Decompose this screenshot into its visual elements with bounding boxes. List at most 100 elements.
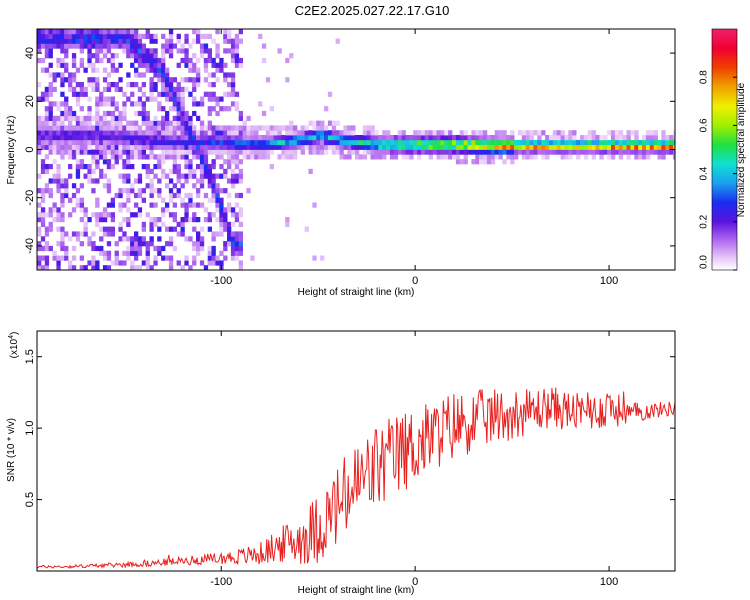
heatmap-cell [114, 255, 119, 261]
heatmap-cell [56, 62, 61, 68]
heatmap-cell [510, 154, 515, 160]
heatmap-cell [219, 250, 224, 256]
heatmap-cell [102, 217, 108, 223]
heatmap-cell [137, 33, 143, 39]
heatmap-cell [56, 106, 61, 112]
heatmap-cell [172, 183, 177, 189]
heatmap-cell [223, 212, 228, 218]
heatmap-cell [157, 125, 162, 131]
heatmap-cell [552, 144, 558, 150]
heatmap-cell [176, 125, 181, 131]
heatmap-cell [149, 154, 154, 160]
heatmap-cell [192, 29, 197, 35]
heatmap-cell [122, 110, 127, 117]
heatmap-cell [161, 33, 166, 39]
heatmap-cell [184, 260, 189, 266]
heatmap-cell [137, 188, 143, 194]
heatmap-cell [285, 77, 290, 83]
heatmap-cell [75, 188, 81, 194]
heatmap-cell [145, 96, 150, 102]
heatmap-cell [122, 159, 127, 165]
heatmap-cell [71, 43, 77, 49]
heatmap-cell [219, 144, 224, 150]
heatmap-cell [126, 207, 131, 213]
heatmap-cell [389, 149, 395, 155]
heatmap-cell [114, 53, 119, 59]
heatmap-cell [234, 38, 240, 44]
heatmap-cell [246, 188, 251, 194]
heatmap-cell [215, 43, 220, 49]
heatmap-cell [79, 115, 84, 121]
heatmap-cell [141, 139, 146, 146]
heatmap-cell [95, 144, 100, 150]
heatmap-cell [184, 212, 189, 218]
heatmap-cell [455, 135, 461, 141]
heatmap-cell [168, 260, 174, 266]
heatmap-cell [293, 149, 298, 155]
heatmap-cell [510, 135, 515, 141]
heatmap-cell [153, 260, 158, 266]
heatmap-cell [273, 135, 278, 141]
heatmap-cell [141, 43, 146, 49]
heatmap-cell [137, 130, 143, 136]
heatmap-cell [234, 173, 240, 179]
heatmap-cell [44, 245, 50, 252]
heatmap-cell [351, 149, 356, 155]
heatmap-cell [48, 120, 53, 126]
heatmap-cell [48, 33, 53, 39]
heatmap-cell [176, 173, 181, 179]
heatmap-cell [44, 91, 50, 97]
heatmap-cell [44, 43, 50, 49]
heatmap-cell [192, 183, 197, 189]
heatmap-cell [366, 144, 371, 150]
heatmap-cell [227, 125, 232, 131]
heatmap-cell [157, 67, 162, 73]
heatmap-cell [506, 139, 511, 146]
heatmap-cell [203, 159, 209, 165]
heatmap-cell [91, 62, 96, 68]
heatmap-cell [261, 154, 267, 160]
heatmap-cell [95, 212, 100, 218]
heatmap-cell [230, 53, 236, 59]
heatmap-cell [134, 265, 139, 270]
heatmap-cell [421, 144, 426, 150]
heatmap-cell [145, 212, 150, 218]
heatmap-cell [180, 115, 185, 121]
heatmap-cell [440, 135, 445, 141]
heatmap-cell [110, 110, 115, 117]
heatmap-cell [114, 159, 119, 165]
heatmap-cell [60, 135, 65, 141]
heatmap-cell [48, 130, 53, 136]
heatmap-cell [389, 135, 395, 141]
heatmap-cell [165, 110, 170, 117]
heatmap-cell [56, 139, 61, 146]
heatmap-cell [99, 236, 104, 242]
heatmap-cell [95, 202, 100, 208]
heatmap-cell [153, 255, 158, 261]
heatmap-cell [149, 57, 154, 64]
heatmap-cell [168, 178, 174, 184]
heatmap-cell [145, 62, 150, 68]
heatmap-cell [134, 33, 139, 39]
heatmap-cell [203, 265, 209, 270]
heatmap-cell [560, 149, 565, 155]
heatmap-cell [60, 120, 65, 126]
heatmap-cell [626, 135, 631, 141]
heatmap-cell [165, 86, 170, 92]
heatmap-cell [533, 130, 538, 136]
heatmap-cell [56, 265, 61, 270]
heatmap-cell [68, 82, 73, 88]
heatmap-cell [421, 149, 426, 155]
heatmap-cell [83, 33, 88, 39]
heatmap-cell [149, 86, 154, 92]
heatmap-cell [87, 168, 92, 174]
heatmap-cell [56, 101, 61, 107]
heatmap-cell [44, 226, 50, 232]
heatmap-cell [79, 29, 84, 35]
heatmap-cell [172, 149, 177, 155]
heatmap-cell [165, 77, 170, 83]
heatmap-cell [583, 144, 589, 150]
heatmap-cell [258, 139, 263, 146]
heatmap-cell [153, 125, 158, 131]
